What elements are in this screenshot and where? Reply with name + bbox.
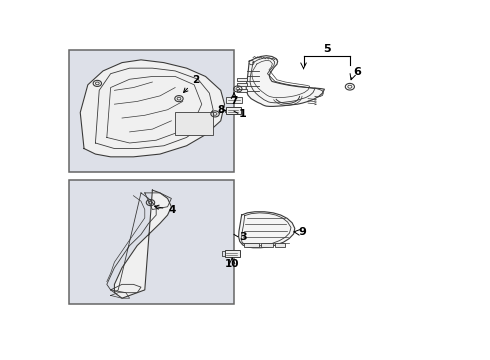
Bar bbox=[275, 243, 285, 247]
Bar bbox=[245, 243, 259, 247]
Bar bbox=[224, 250, 240, 257]
Text: 8: 8 bbox=[217, 105, 224, 115]
Bar bbox=[226, 107, 241, 114]
Text: 3: 3 bbox=[239, 232, 246, 242]
Polygon shape bbox=[115, 190, 172, 298]
Text: 5: 5 bbox=[323, 44, 331, 54]
Text: 4: 4 bbox=[155, 205, 176, 215]
Bar bbox=[237, 77, 247, 81]
Text: 9: 9 bbox=[298, 227, 306, 237]
Bar bbox=[226, 97, 243, 103]
Text: 1: 1 bbox=[239, 109, 247, 119]
Bar bbox=[237, 89, 247, 92]
Text: 6: 6 bbox=[353, 67, 361, 77]
Polygon shape bbox=[246, 56, 324, 107]
Polygon shape bbox=[239, 212, 295, 248]
Bar bbox=[175, 112, 213, 135]
Text: 7: 7 bbox=[230, 96, 238, 107]
Bar bbox=[69, 180, 234, 304]
Text: 2: 2 bbox=[184, 75, 199, 93]
Bar bbox=[237, 83, 247, 86]
Bar bbox=[69, 50, 234, 172]
Text: 10: 10 bbox=[225, 259, 240, 269]
Polygon shape bbox=[80, 60, 224, 157]
Bar bbox=[261, 243, 273, 247]
